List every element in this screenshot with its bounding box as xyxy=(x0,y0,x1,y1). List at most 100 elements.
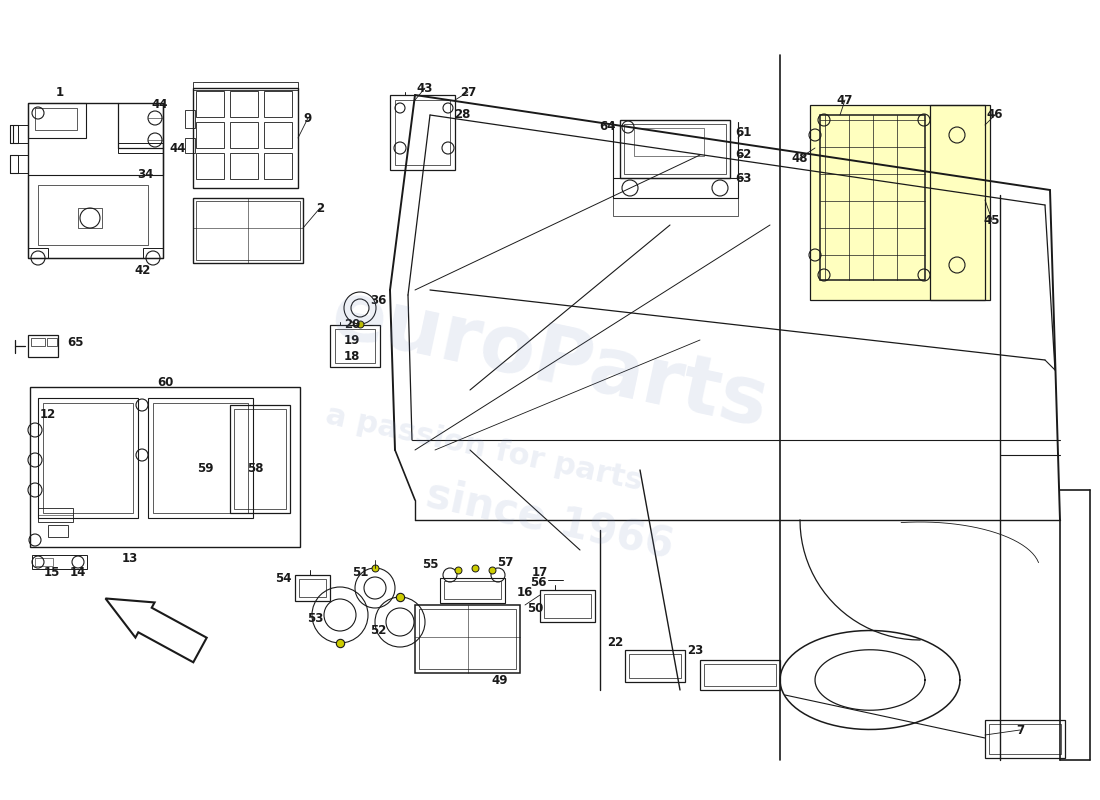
Text: 54: 54 xyxy=(275,571,292,585)
Bar xyxy=(48,525,68,537)
Text: 47: 47 xyxy=(837,94,854,106)
Text: a passion for parts: a passion for parts xyxy=(322,400,646,496)
Text: 22: 22 xyxy=(607,637,623,650)
Bar xyxy=(629,654,681,678)
Bar xyxy=(143,248,163,258)
Text: 16: 16 xyxy=(517,586,534,598)
Text: 13: 13 xyxy=(122,551,139,565)
Text: 45: 45 xyxy=(983,214,1000,226)
Bar xyxy=(984,720,1065,758)
Text: 18: 18 xyxy=(344,350,360,363)
Text: 44: 44 xyxy=(169,142,186,154)
Bar xyxy=(28,103,86,138)
Bar xyxy=(192,198,303,263)
Bar xyxy=(28,175,163,258)
Text: 61: 61 xyxy=(735,126,751,138)
Bar xyxy=(295,575,330,601)
Bar xyxy=(810,105,990,300)
Bar xyxy=(395,100,450,165)
Text: 49: 49 xyxy=(492,674,508,686)
Bar xyxy=(28,335,58,357)
Text: 14: 14 xyxy=(69,566,86,578)
Bar xyxy=(39,508,73,522)
Text: 19: 19 xyxy=(344,334,360,346)
Text: 23: 23 xyxy=(686,643,703,657)
Bar xyxy=(415,605,520,673)
Text: 50: 50 xyxy=(527,602,543,614)
Text: 57: 57 xyxy=(497,557,514,570)
Bar xyxy=(196,201,300,260)
Text: euroParts: euroParts xyxy=(324,276,776,444)
Bar xyxy=(264,153,292,179)
Text: 9: 9 xyxy=(304,111,312,125)
FancyArrow shape xyxy=(106,598,207,662)
Text: 60: 60 xyxy=(157,377,173,390)
Text: 43: 43 xyxy=(417,82,433,94)
Bar xyxy=(230,122,258,148)
Bar xyxy=(613,178,738,198)
Bar xyxy=(28,103,163,258)
Bar xyxy=(820,115,925,280)
Bar xyxy=(634,128,704,156)
Text: 7: 7 xyxy=(1016,723,1024,737)
Bar xyxy=(230,91,258,117)
Bar xyxy=(153,403,248,513)
Bar xyxy=(230,153,258,179)
Bar xyxy=(264,91,292,117)
Bar xyxy=(419,609,516,669)
Bar xyxy=(704,664,776,686)
Text: 44: 44 xyxy=(152,98,168,111)
Text: 55: 55 xyxy=(421,558,438,571)
Bar xyxy=(78,208,102,228)
Bar xyxy=(118,143,163,153)
Text: 62: 62 xyxy=(735,149,751,162)
Bar xyxy=(700,660,780,690)
Bar xyxy=(196,153,224,179)
Bar xyxy=(989,724,1062,754)
Bar xyxy=(39,398,138,518)
Bar xyxy=(620,120,730,178)
Bar xyxy=(336,329,375,363)
Text: 64: 64 xyxy=(600,121,616,134)
Bar xyxy=(185,138,195,153)
Bar xyxy=(196,91,224,117)
Bar xyxy=(185,110,195,128)
Text: 56: 56 xyxy=(530,577,547,590)
Bar xyxy=(35,108,77,130)
Bar xyxy=(39,185,148,245)
Text: 36: 36 xyxy=(370,294,386,306)
Bar xyxy=(43,403,133,513)
Text: 48: 48 xyxy=(792,151,808,165)
Bar xyxy=(234,409,286,509)
Bar xyxy=(32,555,87,569)
Bar xyxy=(330,325,380,367)
Text: 20: 20 xyxy=(344,318,360,331)
Bar xyxy=(540,590,595,622)
Bar xyxy=(192,82,298,90)
Text: 46: 46 xyxy=(987,109,1003,122)
Text: since 1966: since 1966 xyxy=(422,474,678,566)
Bar xyxy=(35,558,53,566)
Bar xyxy=(390,95,455,170)
Bar xyxy=(148,398,253,518)
Text: 2: 2 xyxy=(316,202,324,214)
Text: 63: 63 xyxy=(735,171,751,185)
Bar xyxy=(192,88,298,188)
Text: 59: 59 xyxy=(197,462,213,474)
Bar xyxy=(28,248,48,258)
Bar xyxy=(230,405,290,513)
Bar xyxy=(444,581,500,599)
Text: 42: 42 xyxy=(135,263,151,277)
Bar xyxy=(440,578,505,603)
Text: 34: 34 xyxy=(136,169,153,182)
Text: 12: 12 xyxy=(40,409,56,422)
Bar xyxy=(930,105,984,300)
Bar xyxy=(47,338,57,346)
Bar xyxy=(625,650,685,682)
Text: 51: 51 xyxy=(352,566,368,579)
Text: 52: 52 xyxy=(370,623,386,637)
Text: 65: 65 xyxy=(67,335,84,349)
Bar xyxy=(31,338,45,346)
Text: 1: 1 xyxy=(56,86,64,99)
Bar xyxy=(30,387,300,547)
